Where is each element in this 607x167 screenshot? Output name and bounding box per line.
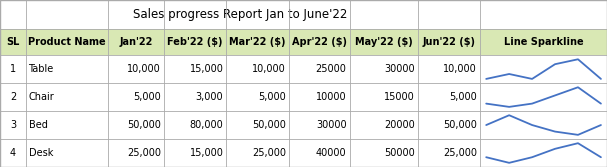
Bar <box>0 29 607 55</box>
Text: 2: 2 <box>10 92 16 102</box>
Text: Table: Table <box>29 64 54 74</box>
Text: 10,000: 10,000 <box>127 64 161 74</box>
Text: 50,000: 50,000 <box>252 120 286 130</box>
Text: Sales progress Report Jan to June'22: Sales progress Report Jan to June'22 <box>133 8 347 21</box>
Text: Jan'22: Jan'22 <box>120 37 152 47</box>
Text: 5,000: 5,000 <box>258 92 286 102</box>
Text: 10,000: 10,000 <box>443 64 477 74</box>
Text: 25,000: 25,000 <box>127 148 161 158</box>
Bar <box>0 0 480 29</box>
Text: 10000: 10000 <box>316 92 347 102</box>
Text: 15,000: 15,000 <box>189 64 223 74</box>
Text: May'22 ($): May'22 ($) <box>354 37 413 47</box>
Text: 25000: 25000 <box>316 64 347 74</box>
Text: Mar'22 ($): Mar'22 ($) <box>229 37 286 47</box>
Text: 3,000: 3,000 <box>195 92 223 102</box>
Text: 15,000: 15,000 <box>189 148 223 158</box>
Bar <box>0 111 607 139</box>
Text: Chair: Chair <box>29 92 54 102</box>
Text: 10,000: 10,000 <box>252 64 286 74</box>
Bar <box>480 0 607 29</box>
Text: SL: SL <box>6 37 20 47</box>
Text: 80,000: 80,000 <box>189 120 223 130</box>
Text: 50000: 50000 <box>384 148 415 158</box>
Text: Apr'22 ($): Apr'22 ($) <box>292 37 347 47</box>
Text: 50,000: 50,000 <box>443 120 477 130</box>
Text: 3: 3 <box>10 120 16 130</box>
Text: 30000: 30000 <box>316 120 347 130</box>
Text: Product Name: Product Name <box>29 37 106 47</box>
Text: 15000: 15000 <box>384 92 415 102</box>
Text: 1: 1 <box>10 64 16 74</box>
Text: 4: 4 <box>10 148 16 158</box>
Text: 25,000: 25,000 <box>443 148 477 158</box>
Text: 30000: 30000 <box>384 64 415 74</box>
Text: Bed: Bed <box>29 120 47 130</box>
Text: 50,000: 50,000 <box>127 120 161 130</box>
Text: Jun'22 ($): Jun'22 ($) <box>422 37 475 47</box>
Text: Line Sparkline: Line Sparkline <box>504 37 583 47</box>
Text: 40000: 40000 <box>316 148 347 158</box>
Text: 5,000: 5,000 <box>133 92 161 102</box>
Text: 25,000: 25,000 <box>252 148 286 158</box>
Text: 5,000: 5,000 <box>449 92 477 102</box>
Bar <box>0 139 607 167</box>
Text: Feb'22 ($): Feb'22 ($) <box>168 37 223 47</box>
Bar <box>0 83 607 111</box>
Bar <box>0 55 607 83</box>
Text: Desk: Desk <box>29 148 53 158</box>
Text: 20000: 20000 <box>384 120 415 130</box>
